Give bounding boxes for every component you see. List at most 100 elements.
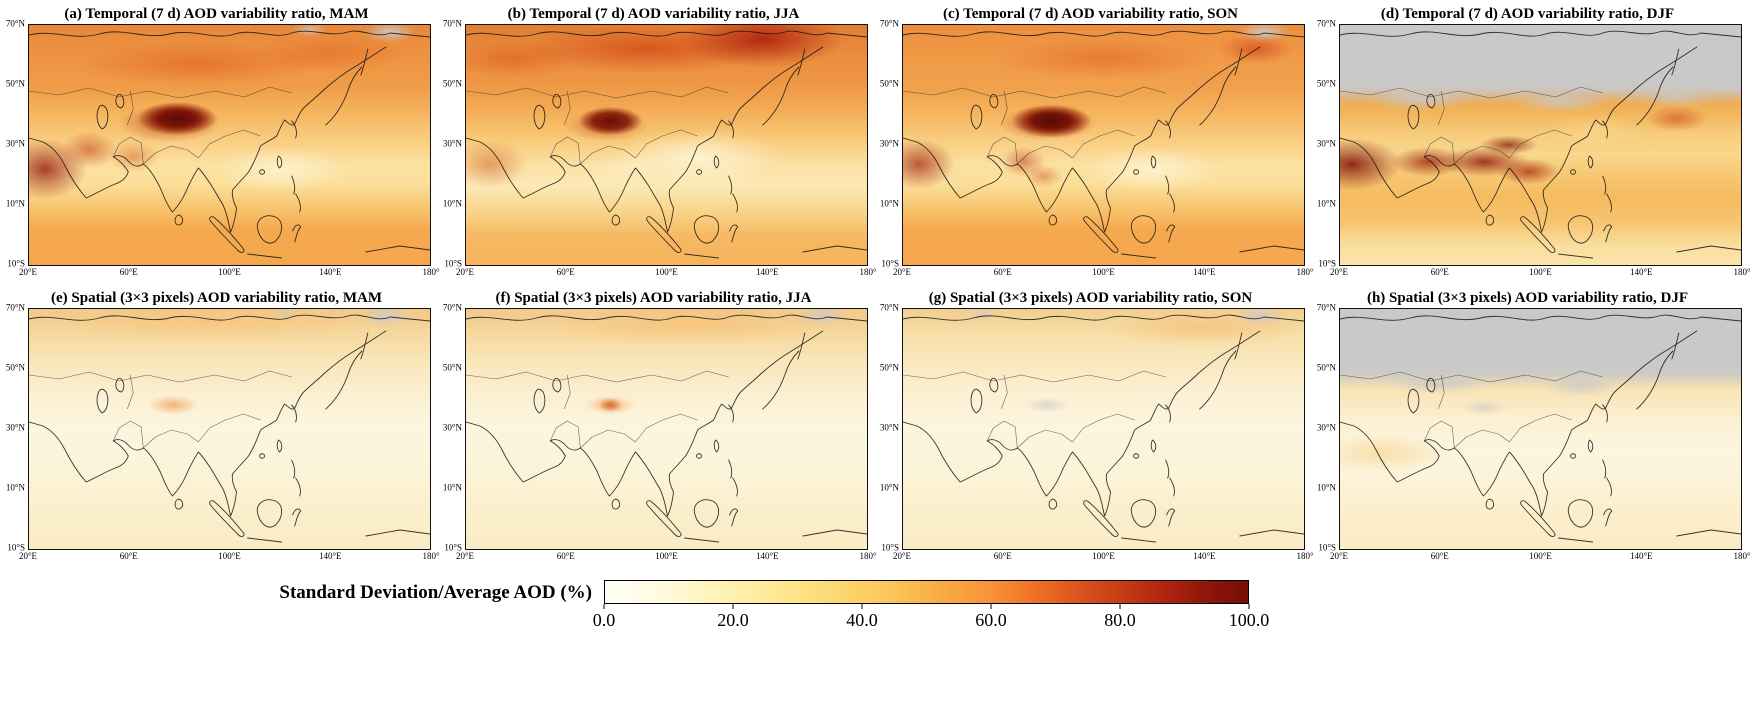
himalaya-border — [1454, 429, 1510, 449]
y-axis-tick-label: 70°N — [879, 18, 899, 29]
map-panel-f: (f) Spatial (3×3 pixels) AOD variability… — [439, 288, 877, 566]
java-outline — [1558, 537, 1594, 543]
map-canvas-d — [1339, 24, 1742, 266]
y-axis-tick-label: 70°N — [879, 302, 899, 313]
x-axis-tick-label: 140°E — [755, 267, 779, 277]
x-axis-tick-label: 60°E — [119, 551, 138, 561]
colorbar-tick-label: 20.0 — [717, 610, 749, 630]
arctic-coastline — [29, 30, 430, 38]
russia-south-border — [29, 86, 292, 99]
korea-coastline — [1165, 120, 1171, 139]
panel-body: 70°N 50°N 30°N 10°N 10°S — [2, 303, 440, 566]
coastlines-svg — [466, 314, 867, 543]
x-axis: 20°E 60°E 100°E 140°E 180° — [19, 550, 440, 566]
sulawesi-outline — [1166, 224, 1176, 243]
y-axis-tick-label: 10°N — [5, 482, 25, 493]
himalaya-border — [580, 429, 636, 449]
java-outline — [684, 253, 720, 259]
coastlines-svg — [903, 30, 1304, 259]
china-interior-border — [1509, 129, 1572, 159]
south-asia-coastline — [1340, 330, 1698, 517]
panels-grid: (a) Temporal (7 d) AOD variability ratio… — [2, 4, 1751, 566]
y-axis-tick-label: 10°S — [444, 542, 462, 553]
x-axis-tick-label: 140°E — [318, 551, 342, 561]
china-interior-border — [1072, 129, 1135, 159]
sumatra-outline — [209, 500, 245, 537]
y-axis-tick-label: 50°N — [5, 362, 25, 373]
x-axis-tick-label: 20°E — [18, 551, 38, 561]
x-axis-tick-label: 100°E — [1092, 267, 1115, 277]
map-panel-e: (e) Spatial (3×3 pixels) AOD variability… — [2, 288, 440, 566]
colorbar-tick-label: 60.0 — [975, 610, 1007, 630]
south-asia-coastline — [466, 330, 824, 517]
sulawesi-outline — [729, 224, 739, 243]
russia-south-border — [466, 86, 729, 99]
y-axis-tick-label: 50°N — [442, 78, 462, 89]
x-axis-tick-label: 60°E — [993, 551, 1012, 561]
colorbar: 0.0 20.0 40.0 60.0 80.0 100.0 — [593, 580, 1269, 636]
y-axis-tick-label: 10°S — [444, 258, 462, 269]
y-axis-tick-label: 10°N — [1316, 198, 1336, 209]
panel-body: 70°N 50°N 30°N 10°N 10°S — [439, 303, 877, 566]
korea-coastline — [1602, 404, 1608, 423]
philippines-outline — [1165, 175, 1175, 213]
sakhalin-coastline — [1234, 332, 1243, 360]
himalaya-border — [143, 429, 199, 449]
x-axis-tick-label: 60°E — [119, 267, 138, 277]
y-axis: 70°N 50°N 30°N 10°N 10°S — [2, 19, 28, 268]
new-guinea-coastline — [1239, 245, 1304, 253]
new-guinea-coastline — [1239, 529, 1304, 537]
arctic-coastline — [1340, 30, 1741, 38]
korea-coastline — [291, 120, 297, 139]
x-axis-tick-label: 20°E — [1329, 551, 1349, 561]
x-axis-tick-label: 60°E — [1430, 267, 1449, 277]
arctic-coastline — [903, 314, 1304, 322]
x-axis-tick-label: 140°E — [1629, 267, 1653, 277]
y-axis: 70°N 50°N 30°N 10°N 10°S — [876, 19, 902, 268]
map-panel-c: (c) Temporal (7 d) AOD variability ratio… — [876, 4, 1314, 282]
x-axis-tick-label: 20°E — [455, 551, 475, 561]
hainan-outline — [696, 453, 703, 459]
x-axis-tick-label: 60°E — [993, 267, 1012, 277]
japan-coastline — [325, 350, 363, 410]
panel-body: 70°N 50°N 30°N 10°N 10°S — [876, 303, 1314, 566]
colorbar-tick-label: 40.0 — [846, 610, 878, 630]
philippines-outline — [1165, 459, 1175, 497]
sulawesi-outline — [1166, 508, 1176, 527]
y-axis-tick-label: 70°N — [1316, 302, 1336, 313]
sumatra-outline — [646, 216, 682, 253]
x-axis-tick-label: 180° — [1296, 267, 1314, 277]
caspian-sea-outline — [970, 104, 983, 130]
java-outline — [247, 537, 283, 543]
china-interior-border — [1072, 413, 1135, 443]
sri-lanka-outline — [1048, 498, 1058, 510]
colorbar-label: Standard Deviation/Average AOD (%) — [279, 582, 592, 603]
map-panel-b: (b) Temporal (7 d) AOD variability ratio… — [439, 4, 877, 282]
sulawesi-outline — [729, 508, 739, 527]
hainan-outline — [1570, 453, 1577, 459]
central-asia-border — [1000, 90, 1008, 126]
x-axis-tick-label: 180° — [1733, 267, 1751, 277]
panel-body: 70°N 50°N 30°N 10°N 10°S — [1313, 19, 1751, 282]
sulawesi-outline — [292, 508, 302, 527]
coastlines-svg — [903, 314, 1304, 543]
colorbar-tick-label: 80.0 — [1104, 610, 1136, 630]
taiwan-outline — [1587, 155, 1594, 169]
y-axis-tick-label: 50°N — [442, 362, 462, 373]
russia-south-border — [466, 370, 729, 383]
himalaya-border — [580, 145, 636, 165]
x-axis-tick-label: 60°E — [556, 267, 575, 277]
caspian-sea-outline — [96, 388, 109, 414]
philippines-outline — [1602, 175, 1612, 213]
borneo-outline — [256, 499, 283, 528]
map-panel-h: (h) Spatial (3×3 pixels) AOD variability… — [1313, 288, 1751, 566]
map-canvas-b — [465, 24, 868, 266]
java-outline — [1121, 537, 1157, 543]
iran-afghanistan-border — [549, 420, 581, 449]
x-axis-tick-label: 140°E — [1629, 551, 1653, 561]
new-guinea-coastline — [802, 529, 867, 537]
south-asia-coastline — [1340, 46, 1698, 233]
x-axis-tick-label: 100°E — [1529, 551, 1552, 561]
panel-title: (a) Temporal (7 d) AOD variability ratio… — [64, 6, 369, 22]
taiwan-outline — [713, 155, 720, 169]
